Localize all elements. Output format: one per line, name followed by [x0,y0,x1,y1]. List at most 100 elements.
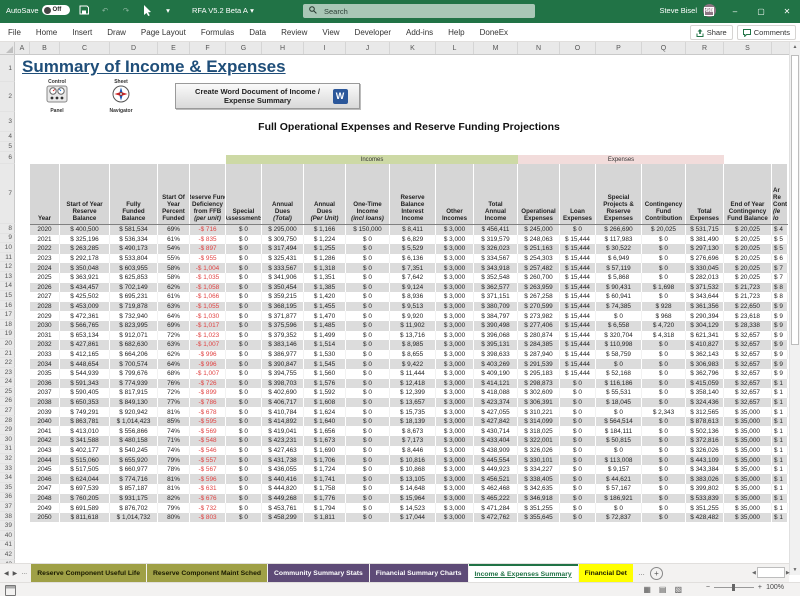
cell-2028-15[interactable]: $ 928 [642,302,686,312]
cell-2047-12[interactable]: $ 342,635 [518,484,560,494]
cell-2031-15[interactable]: $ 4,318 [642,331,686,341]
cell-2022-12[interactable]: $ 251,163 [518,244,560,254]
cell-2037-18[interactable]: $ 1 [772,388,788,398]
cell-2048-10[interactable]: $ 3,000 [436,494,474,504]
cell-2048-8[interactable]: $ 0 [346,494,390,504]
cell-2041-6[interactable]: $ 419,041 [262,426,304,436]
cell-2021-16[interactable]: $ 381,490 [686,235,724,245]
column-letter-E[interactable]: E [158,42,190,54]
cell-2036-0[interactable]: 2036 [30,379,60,389]
cell-2047-18[interactable]: $ 1 [772,484,788,494]
cell-2021-12[interactable]: $ 248,063 [518,235,560,245]
cell-2037-2[interactable]: $ 817,915 [110,388,158,398]
save-icon[interactable] [78,4,90,16]
cell-2021-15[interactable]: $ 0 [642,235,686,245]
cell-2044-4[interactable]: -$ 557 [190,455,226,465]
cell-2050-11[interactable]: $ 472,762 [474,513,518,523]
cell-2032-0[interactable]: 2032 [30,340,60,350]
cell-2033-10[interactable]: $ 3,000 [436,350,474,360]
cell-2023-18[interactable]: $ 6 [772,254,788,264]
cell-2022-16[interactable]: $ 297,130 [686,244,724,254]
cell-2041-7[interactable]: $ 1,656 [304,426,346,436]
cell-2026-5[interactable]: $ 0 [226,283,262,293]
cell-2043-1[interactable]: $ 402,177 [60,446,110,456]
cell-2025-17[interactable]: $ 20,025 [724,273,772,283]
column-letter-A[interactable]: A [15,42,30,54]
cell-2027-14[interactable]: $ 60,941 [596,292,642,302]
cell-2049-16[interactable]: $ 351,255 [686,503,724,513]
cell-2024-1[interactable]: $ 350,048 [60,263,110,273]
cell-2040-0[interactable]: 2040 [30,417,60,427]
cell-2048-6[interactable]: $ 449,268 [262,494,304,504]
cell-2030-15[interactable]: $ 4,720 [642,321,686,331]
cell-2037-15[interactable]: $ 0 [642,388,686,398]
cell-2042-11[interactable]: $ 433,404 [474,436,518,446]
cell-2041-10[interactable]: $ 3,000 [436,426,474,436]
column-letter-H[interactable]: H [262,42,304,54]
cell-2040-9[interactable]: $ 18,139 [390,417,436,427]
cell-2045-18[interactable]: $ 1 [772,465,788,475]
cell-2032-9[interactable]: $ 8,985 [390,340,436,350]
cell-2029-9[interactable]: $ 9,920 [390,311,436,321]
cell-2025-15[interactable]: $ 0 [642,273,686,283]
cell-2042-16[interactable]: $ 372,816 [686,436,724,446]
cell-2046-7[interactable]: $ 1,741 [304,474,346,484]
cell-2030-9[interactable]: $ 11,902 [390,321,436,331]
cell-2042-12[interactable]: $ 322,001 [518,436,560,446]
cell-2021-0[interactable]: 2021 [30,235,60,245]
cell-2042-13[interactable]: $ 0 [560,436,596,446]
column-letter-L[interactable]: L [436,42,474,54]
cell-2045-9[interactable]: $ 10,868 [390,465,436,475]
cell-2045-8[interactable]: $ 0 [346,465,390,475]
cell-2048-12[interactable]: $ 346,918 [518,494,560,504]
column-letter-M[interactable]: M [474,42,518,54]
row-number-15[interactable]: 15 [0,291,15,301]
cell-2029-0[interactable]: 2029 [30,311,60,321]
cell-2027-17[interactable]: $ 21,723 [724,292,772,302]
cell-2024-16[interactable]: $ 330,045 [686,263,724,273]
cell-2034-0[interactable]: 2034 [30,359,60,369]
row-number-24[interactable]: 24 [0,378,15,388]
cell-2036-8[interactable]: $ 0 [346,379,390,389]
cell-2038-7[interactable]: $ 1,608 [304,398,346,408]
normal-view-icon[interactable]: ▦ [643,585,651,594]
vertical-scrollbar[interactable]: ▲ ▼ [789,42,800,575]
cell-2046-12[interactable]: $ 338,405 [518,474,560,484]
touch-pointer-icon[interactable] [141,4,153,16]
cell-2028-6[interactable]: $ 368,195 [262,302,304,312]
cell-2030-6[interactable]: $ 375,596 [262,321,304,331]
cell-2049-12[interactable]: $ 351,255 [518,503,560,513]
cell-2050-8[interactable]: $ 0 [346,513,390,523]
cell-2048-0[interactable]: 2048 [30,494,60,504]
cell-2035-8[interactable]: $ 0 [346,369,390,379]
row-number-35[interactable]: 35 [0,483,15,493]
cell-2049-6[interactable]: $ 453,761 [262,503,304,513]
cell-2040-4[interactable]: -$ 595 [190,417,226,427]
cell-2025-5[interactable]: $ 0 [226,273,262,283]
cell-2028-7[interactable]: $ 1,455 [304,302,346,312]
cell-2032-6[interactable]: $ 383,146 [262,340,304,350]
ribbon-tab-doneex[interactable]: DoneEx [480,28,508,37]
cell-2043-3[interactable]: 74% [158,446,190,456]
sheet-tab-reserve-component-useful-life[interactable]: Reserve Component Useful Life [31,564,146,582]
cell-2043-10[interactable]: $ 3,000 [436,446,474,456]
cell-2049-13[interactable]: $ 0 [560,503,596,513]
cell-2025-8[interactable]: $ 0 [346,273,390,283]
cell-2032-4[interactable]: -$ 1,007 [190,340,226,350]
cell-2041-3[interactable]: 74% [158,426,190,436]
cell-2021-6[interactable]: $ 309,750 [262,235,304,245]
cell-2050-17[interactable]: $ 35,000 [724,513,772,523]
cell-2038-0[interactable]: 2038 [30,398,60,408]
cell-2045-13[interactable]: $ 0 [560,465,596,475]
cell-2035-5[interactable]: $ 0 [226,369,262,379]
cell-2036-12[interactable]: $ 298,873 [518,379,560,389]
cell-2039-10[interactable]: $ 3,000 [436,407,474,417]
cell-2026-16[interactable]: $ 371,532 [686,283,724,293]
cell-2023-14[interactable]: $ 6,949 [596,254,642,264]
cell-2028-3[interactable]: 63% [158,302,190,312]
cell-2046-8[interactable]: $ 0 [346,474,390,484]
cell-2044-7[interactable]: $ 1,706 [304,455,346,465]
row-number-28[interactable]: 28 [0,416,15,426]
cell-2025-6[interactable]: $ 341,906 [262,273,304,283]
cell-2045-7[interactable]: $ 1,724 [304,465,346,475]
